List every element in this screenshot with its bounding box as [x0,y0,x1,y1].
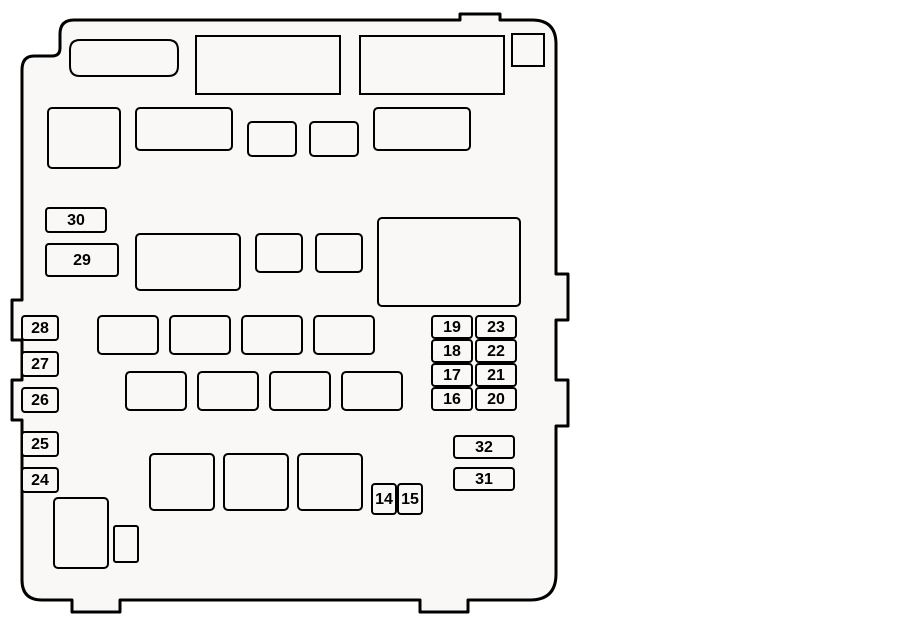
fuse-1 [114,526,138,562]
fuse-label-28: 28 [31,320,49,337]
relay-slot-18 [224,454,288,510]
fuse-29: 29 [46,244,118,276]
fuse-label-24: 24 [31,472,49,489]
relay-slot-8 [378,218,520,306]
fuse-17: 17 [432,364,472,386]
fuse-19: 19 [432,316,472,338]
fuse-label-15: 15 [401,491,419,508]
relay-slot-12 [314,316,374,354]
relay-slot-15 [270,372,330,410]
relay-slot-19 [298,454,362,510]
fuse-label-27: 27 [31,356,49,373]
relay-slot-11 [242,316,302,354]
fuse-16: 16 [432,388,472,410]
fuse-label-26: 26 [31,392,49,409]
fuse-20: 20 [476,388,516,410]
relay-slot-0 [48,108,120,168]
fuse-18: 18 [432,340,472,362]
fuse-label-14: 14 [375,491,393,508]
relay-slot-9 [98,316,158,354]
fuse-22: 22 [476,340,516,362]
fuse-label-19: 19 [443,319,461,336]
relay-slot-5 [136,234,240,290]
fuse-label-31: 31 [475,471,493,488]
relay-slot-20 [54,498,108,568]
fuse-14: 14 [372,484,396,514]
fuse-label-18: 18 [443,343,461,360]
fuse-28: 28 [22,316,58,340]
relay-slot-17 [150,454,214,510]
fuse-27: 27 [22,352,58,376]
cartridge-0 [70,40,178,76]
fuse-31: 31 [454,468,514,490]
relay-slot-14 [198,372,258,410]
cartridge-1 [196,36,340,94]
relay-slot-13 [126,372,186,410]
relay-slot-10 [170,316,230,354]
fuse-box-diagram: 30 29 28 27 26 25 24 19 23 18 22 17 21 16 20 32 31 14 15 [0,0,900,638]
cartridge-3 [512,34,544,66]
relay-slot-4 [374,108,470,150]
fuse-label-23: 23 [487,319,505,336]
fuse-15: 15 [398,484,422,514]
fuse-label-32: 32 [475,439,493,456]
fuse-label-21: 21 [487,367,505,384]
cartridge-2 [360,36,504,94]
relay-slot-7 [316,234,362,272]
fuse-label-22: 22 [487,343,505,360]
fuse-label-16: 16 [443,391,461,408]
fuse-26: 26 [22,388,58,412]
fuse-24: 24 [22,468,58,492]
fuse-32: 32 [454,436,514,458]
fuse-23: 23 [476,316,516,338]
relay-slot-2 [248,122,296,156]
relay-slot-3 [310,122,358,156]
relay-slot-1 [136,108,232,150]
fuse-label-20: 20 [487,391,505,408]
fuse-label-29: 29 [73,252,91,269]
fuse-label-30: 30 [67,212,85,229]
fuse-label-17: 17 [443,367,461,384]
fuse-25: 25 [22,432,58,456]
fuse-30: 30 [46,208,106,232]
fuse-label-25: 25 [31,436,49,453]
fuse-21: 21 [476,364,516,386]
relay-slot-16 [342,372,402,410]
relay-slot-6 [256,234,302,272]
